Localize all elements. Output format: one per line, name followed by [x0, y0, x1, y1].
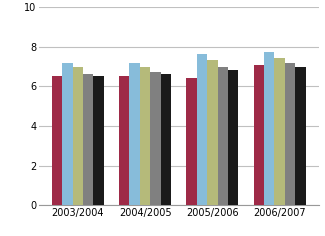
Bar: [52, 76, 62, 205]
Bar: [72, 67, 83, 205]
Bar: [186, 78, 197, 205]
Bar: [129, 63, 140, 205]
Bar: [254, 65, 264, 205]
Bar: [119, 76, 129, 205]
Bar: [295, 67, 306, 205]
Bar: [150, 72, 161, 205]
Bar: [83, 75, 93, 205]
Bar: [161, 75, 171, 205]
Bar: [62, 63, 72, 205]
Bar: [93, 76, 104, 205]
Bar: [197, 54, 207, 205]
Bar: [140, 67, 150, 205]
Bar: [264, 52, 275, 205]
Bar: [228, 70, 239, 205]
Bar: [218, 67, 228, 205]
Bar: [207, 60, 218, 205]
Bar: [285, 63, 295, 205]
Bar: [275, 58, 285, 205]
